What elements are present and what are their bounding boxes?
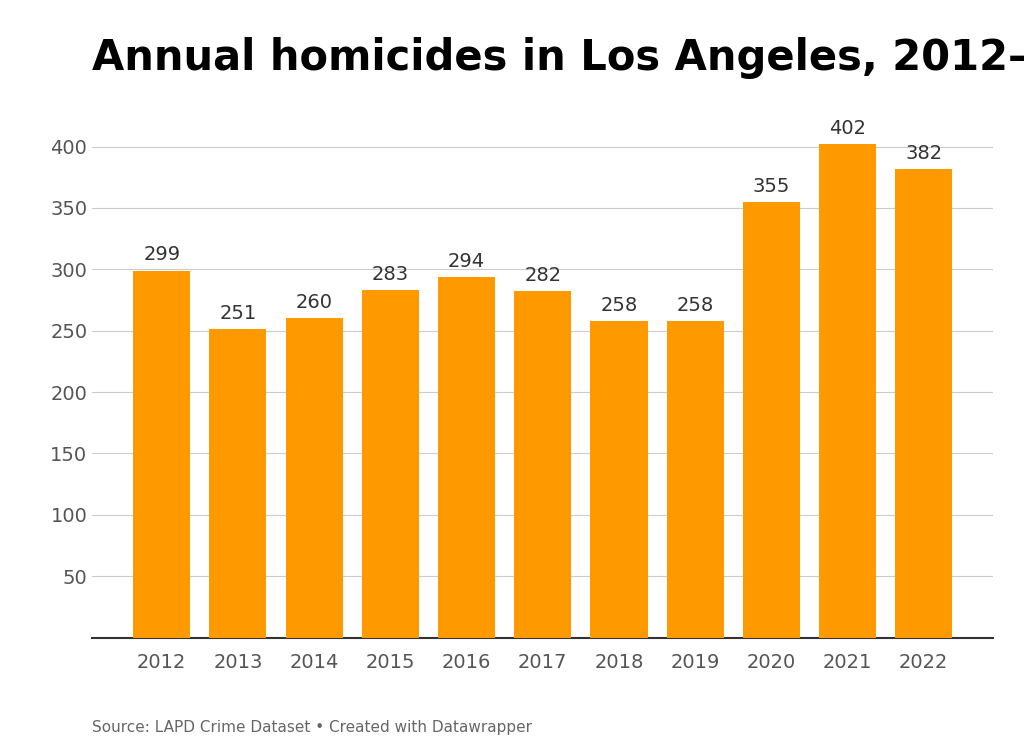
Bar xyxy=(286,319,343,638)
Text: 294: 294 xyxy=(447,251,485,271)
Bar xyxy=(819,144,877,638)
Bar xyxy=(133,271,190,638)
Text: 355: 355 xyxy=(753,177,791,196)
Bar xyxy=(361,290,419,638)
Text: 260: 260 xyxy=(296,293,333,312)
Text: Annual homicides in Los Angeles, 2012–2022: Annual homicides in Los Angeles, 2012–20… xyxy=(92,37,1024,79)
Text: 258: 258 xyxy=(677,296,714,315)
Text: 382: 382 xyxy=(905,143,942,163)
Text: 251: 251 xyxy=(219,304,257,323)
Text: 402: 402 xyxy=(829,119,866,138)
Bar xyxy=(438,277,495,638)
Text: 282: 282 xyxy=(524,266,561,285)
Text: Source: LAPD Crime Dataset • Created with Datawrapper: Source: LAPD Crime Dataset • Created wit… xyxy=(92,720,532,735)
Bar xyxy=(667,321,724,638)
Bar xyxy=(895,169,952,638)
Bar xyxy=(209,329,266,638)
Text: 258: 258 xyxy=(600,296,638,315)
Text: 299: 299 xyxy=(143,245,180,265)
Bar xyxy=(514,292,571,638)
Text: 283: 283 xyxy=(372,265,409,284)
Bar xyxy=(742,202,800,638)
Bar xyxy=(591,321,647,638)
